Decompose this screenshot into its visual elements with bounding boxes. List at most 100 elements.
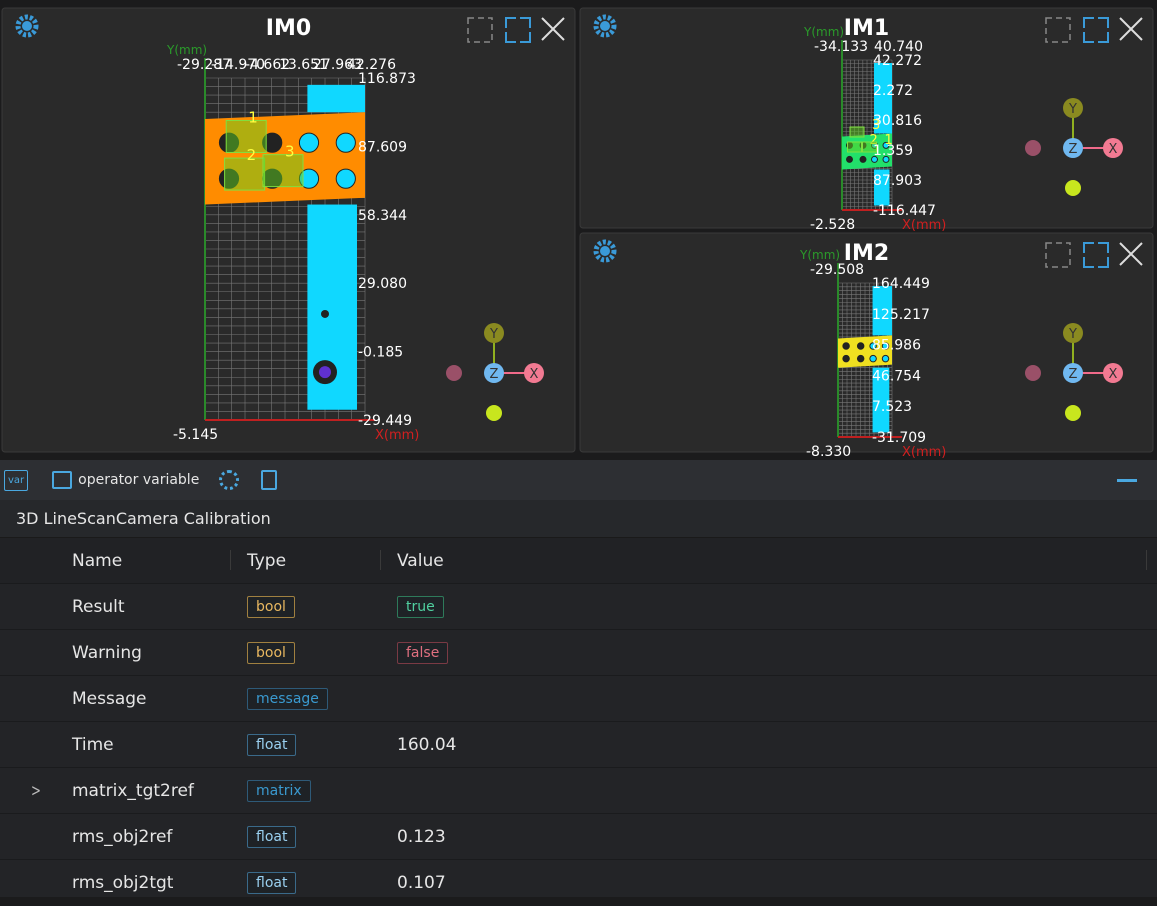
settings-icon[interactable] [593,14,617,38]
name-cell: Result [72,596,125,617]
gizmo-handle[interactable] [1103,363,1123,383]
right-tick-label: 1.359 [873,143,913,159]
x-axis-label: X(mm) [375,428,419,443]
settings-icon[interactable] [219,470,240,490]
expand-cell[interactable]: > [31,780,41,801]
column-header: Value [397,550,444,571]
fit-icon[interactable] [467,17,493,43]
viewer-title: IM2 [844,241,889,266]
gizmo-handle[interactable] [484,323,504,343]
roi-label: 3 [872,118,880,133]
table-header: Name Type Value [0,538,1157,584]
cyan-part [874,63,892,134]
right-tick-label: -0.185 [358,345,403,361]
list-icon[interactable] [261,470,278,490]
gizmo-handle[interactable] [1063,98,1083,118]
type-badge: bool [247,595,295,618]
table-row: rms_obj2tgt float 0.107 [0,860,1157,906]
var-icon[interactable]: var [4,469,29,491]
value-cell: 0.123 [397,827,446,847]
hole [881,342,890,350]
name-cell: Time [72,734,114,755]
right-tick-label: 29.080 [358,276,407,292]
value-cell: false [397,641,449,664]
right-tick-label: 87.609 [358,139,407,155]
top-tick-label: -29.287 [177,57,231,73]
hole [882,141,890,149]
hole [856,354,865,363]
gizmo-label: X [1109,367,1118,382]
y-axis-label: Y(mm) [803,25,844,39]
type-cell: float [247,733,397,756]
type-badge: float [247,733,297,756]
close-icon[interactable] [541,17,565,41]
type-badge: float [247,871,297,894]
right-tick-label: 125.217 [872,307,930,323]
gizmo-handle[interactable] [484,363,504,383]
gizmo-dot [1025,140,1041,156]
x-axis-label: X(mm) [902,218,946,233]
table-row: Message message [0,676,1157,722]
name-cell: rms_obj2tgt [72,872,174,893]
fullscreen-icon[interactable] [505,17,531,43]
fullscreen-icon[interactable] [1083,242,1109,268]
top-tick-label: -4.662 [245,57,290,73]
roi [224,157,266,191]
variable-panel: var operator variable 3D LineScanCamera … [0,460,1157,906]
right-tick-label: 85.986 [872,338,921,354]
right-tick-label: 30.816 [873,113,922,129]
top-tick-label: 42.276 [347,57,396,73]
right-tick-label: 87.903 [873,173,922,189]
close-icon[interactable] [1119,17,1143,41]
hole [846,155,853,163]
name-cell: matrix_tgt2ref [72,780,194,801]
value-cell: true [397,595,444,618]
hole [869,342,877,350]
name-cell: Message [72,688,147,709]
gizmo-handle[interactable] [1063,323,1083,343]
settings-icon[interactable] [593,239,617,263]
bottom-tick-label: -2.528 [810,217,855,233]
right-tick-label: 7.523 [872,399,912,415]
operator-variable-button[interactable]: operator variable [52,471,199,489]
right-tick-label: 46.754 [872,368,921,384]
type-cell: bool [247,641,397,664]
bottom-tick-label: -5.145 [173,427,218,443]
right-tick-label: 2.272 [873,83,913,99]
gizmo-handle[interactable] [1063,363,1083,383]
type-badge: message [247,687,328,710]
right-tick-label: 42.272 [873,53,922,69]
roi-label: 3 [285,143,295,161]
settings-icon-core [600,21,610,31]
type-badge: bool [247,641,295,664]
type-cell: message [247,687,397,710]
gizmo-dot [486,405,502,421]
roi-label: 1 [885,133,893,148]
hole [319,366,331,379]
fit-icon[interactable] [1045,17,1071,43]
roi [225,119,267,153]
gizmo-dot [1065,180,1081,196]
minimize-button[interactable] [1117,479,1137,482]
table-row[interactable]: > matrix_tgt2ref matrix [0,768,1157,814]
hole [881,354,890,363]
top-tick-label: -14.970 [211,57,265,73]
type-cell: matrix [247,779,397,802]
table-row: rms_obj2ref float 0.123 [0,814,1157,860]
settings-icon[interactable] [15,14,39,38]
gizmo-handle[interactable] [524,363,544,383]
close-icon[interactable] [1119,242,1143,266]
fullscreen-icon[interactable] [1083,17,1109,43]
gizmo-label: Z [1069,367,1078,382]
viewer-panel [1,7,576,453]
value-badge: false [397,641,449,664]
gizmo-handle[interactable] [1063,138,1083,158]
cyan-part [307,84,365,113]
plate [838,335,892,368]
fit-icon[interactable] [1045,242,1071,268]
hole [871,155,878,163]
value-text: 0.123 [397,826,446,847]
gizmo-handle[interactable] [1103,138,1123,158]
type-cell: bool [247,595,397,618]
right-tick-label: 164.449 [872,276,930,292]
